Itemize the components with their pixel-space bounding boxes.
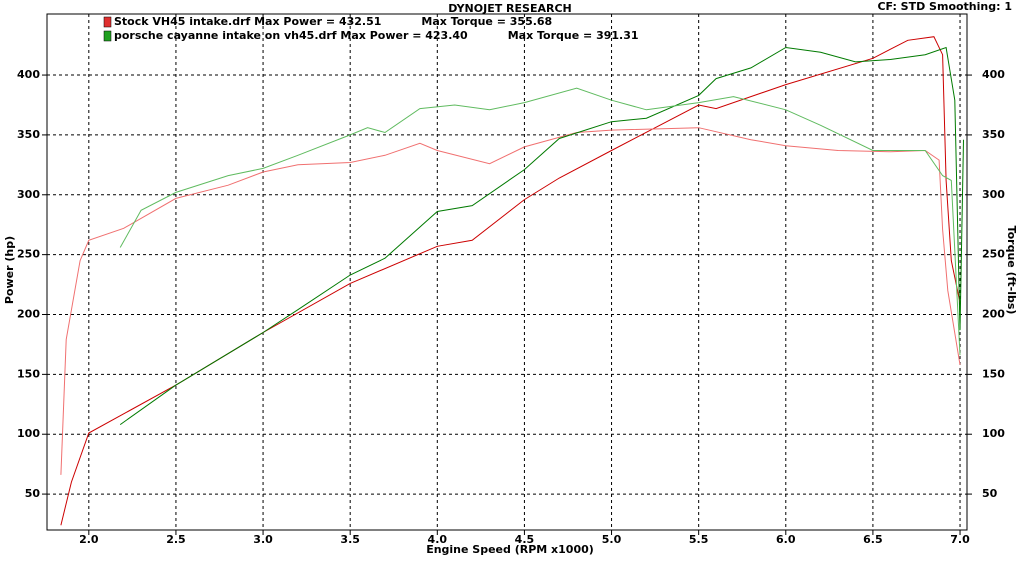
y-tick-label: 200 [17,308,40,321]
y-tick-label: 350 [17,128,40,141]
x-tick-label: 7.0 [950,533,970,546]
y2-tick-label: 400 [982,68,1005,81]
subtitle: CF: STD Smoothing: 1 [877,0,1012,13]
legend-swatch [103,30,112,42]
legend-label: Stock VH45 intake.drf Max Power = 432.51 [114,15,381,28]
y-tick-label: 50 [25,487,41,500]
x-tick-label: 5.0 [602,533,622,546]
legend-torque-label: Max Torque = 355.68 [421,15,552,28]
x-tick-label: 5.5 [689,533,709,546]
y-tick-label: 100 [17,427,40,440]
y2-tick-label: 250 [982,248,1005,261]
y-tick-label: 250 [17,248,40,261]
x-axis-label: Engine Speed (RPM x1000) [426,543,594,556]
y2-tick-label: 350 [982,128,1005,141]
legend-torque-label: Max Torque = 391.31 [508,29,639,42]
y-tick-label: 150 [17,367,40,380]
series-line [119,87,961,356]
x-tick-label: 6.0 [776,533,796,546]
series-line [119,46,964,426]
x-tick-label: 3.5 [340,533,360,546]
legend-swatch [103,16,112,28]
x-tick-label: 2.0 [79,533,99,546]
y2-tick-label: 50 [982,487,998,500]
y2-tick-label: 300 [982,188,1005,201]
x-tick-label: 6.5 [863,533,883,546]
y-axis-label: Power (hp) [3,236,16,304]
x-tick-label: 4.5 [515,533,535,546]
y2-tick-label: 150 [982,367,1005,380]
plot-frame [46,13,968,531]
y2-axis-label: Torque (ft-lbs) [1005,226,1018,315]
x-tick-label: 4.0 [428,533,448,546]
y2-tick-label: 100 [982,427,1005,440]
chart-title: DYNOJET RESEARCH [448,2,571,15]
y-tick-label: 400 [17,68,40,81]
x-tick-label: 3.0 [253,533,273,546]
legend-label: porsche cayanne intake on vh45.drf Max P… [114,29,468,42]
y2-tick-label: 200 [982,308,1005,321]
x-tick-label: 2.5 [166,533,186,546]
y-tick-label: 300 [17,188,40,201]
